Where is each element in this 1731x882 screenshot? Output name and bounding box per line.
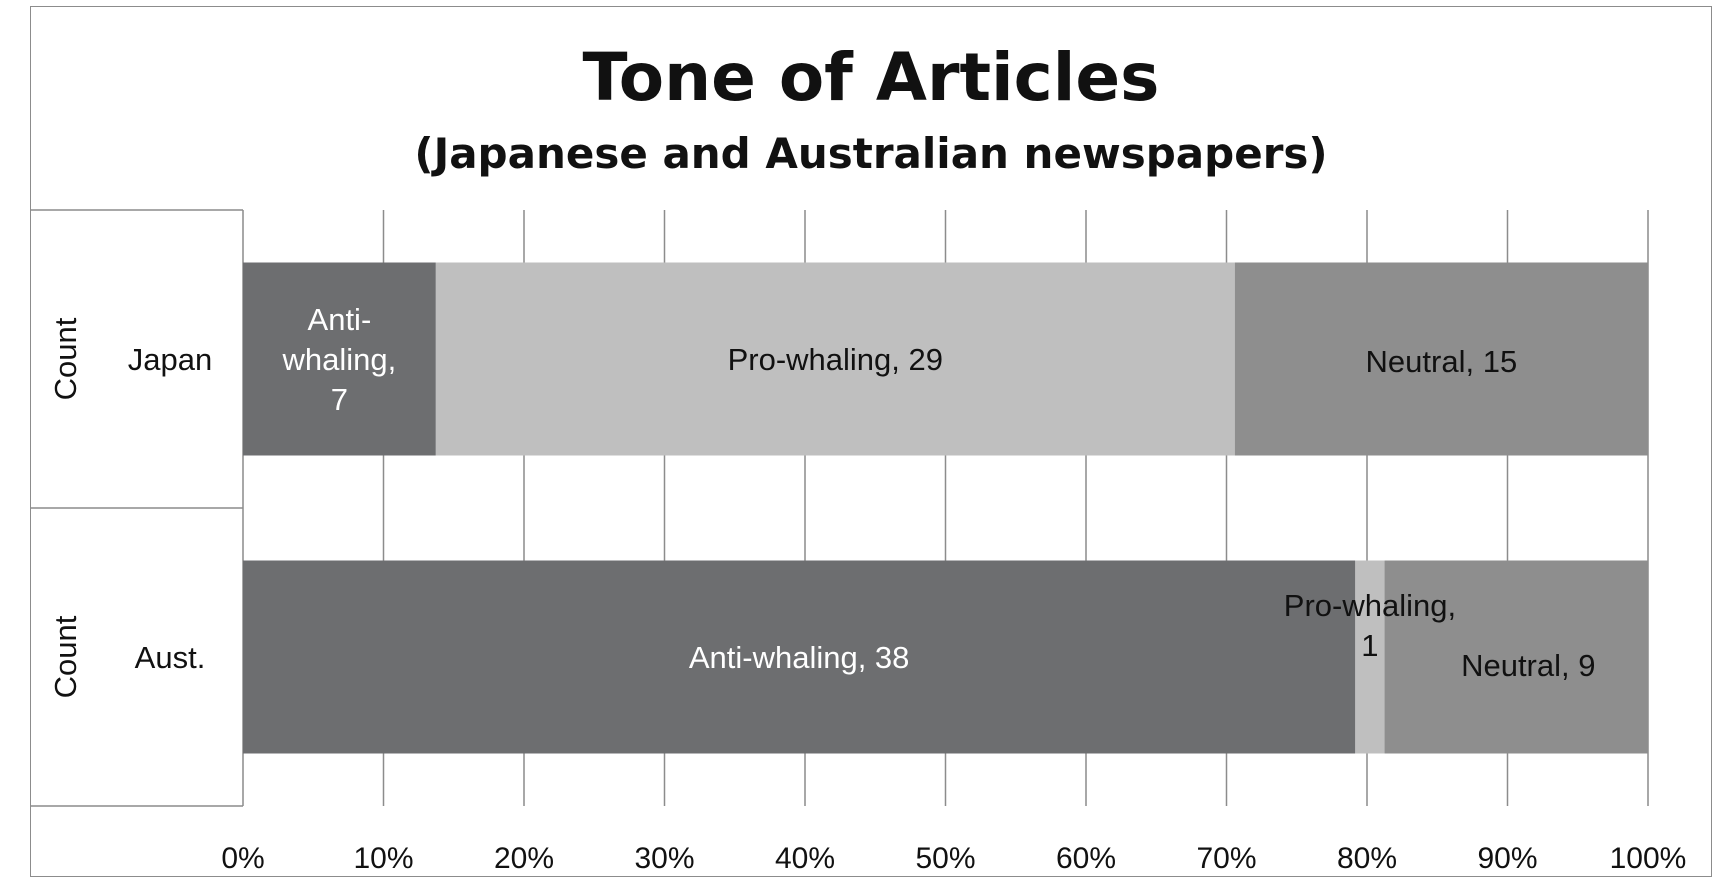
data-label: Pro-whaling, 1: [1284, 588, 1456, 663]
x-tick-label: 100%: [1610, 842, 1687, 875]
data-label: Pro-whaling, 29: [728, 342, 943, 377]
category-label: Japan: [128, 342, 212, 377]
group-label: Count: [48, 615, 83, 698]
bar-segment: [435, 262, 1235, 456]
category-axis: Japan Count Aust. Count: [30, 209, 243, 807]
data-labels: Anti-whaling, 7 Pro-whaling, 29 Neutral, 15…: [282, 302, 1596, 683]
x-tick-label: 70%: [1196, 842, 1256, 875]
data-label: Neutral, 15: [1366, 344, 1518, 379]
bar-segment: [243, 262, 436, 456]
x-tick-label: 20%: [494, 842, 554, 875]
x-tick-label: 80%: [1337, 842, 1397, 875]
data-label: Anti-whaling, 38: [689, 640, 910, 675]
bar-segment: [1355, 560, 1385, 754]
x-tick-label: 0%: [221, 842, 264, 875]
x-tick-label: 60%: [1056, 842, 1116, 875]
bar-segment: [1384, 560, 1648, 754]
x-tick-label: 10%: [353, 842, 413, 875]
group-label: Count: [48, 317, 83, 400]
chart-subtitle: (Japanese and Australian newspapers): [414, 129, 1327, 178]
x-tick-label: 90%: [1477, 842, 1537, 875]
x-tick-label: 30%: [634, 842, 694, 875]
data-label: Anti-whaling, 7: [282, 302, 397, 417]
bar-segment: [243, 560, 1356, 754]
data-label: Neutral, 9: [1461, 648, 1595, 683]
x-tick-label: 50%: [915, 842, 975, 875]
bar-segment: [1234, 262, 1648, 456]
bars: [243, 262, 1648, 754]
x-axis-ticks: 0% 10% 20% 30% 40% 50% 60% 70% 80% 90% 100%: [221, 842, 1686, 875]
category-label: Aust.: [135, 640, 206, 675]
chart-title: Tone of Articles: [583, 39, 1160, 116]
x-tick-label: 40%: [775, 842, 835, 875]
